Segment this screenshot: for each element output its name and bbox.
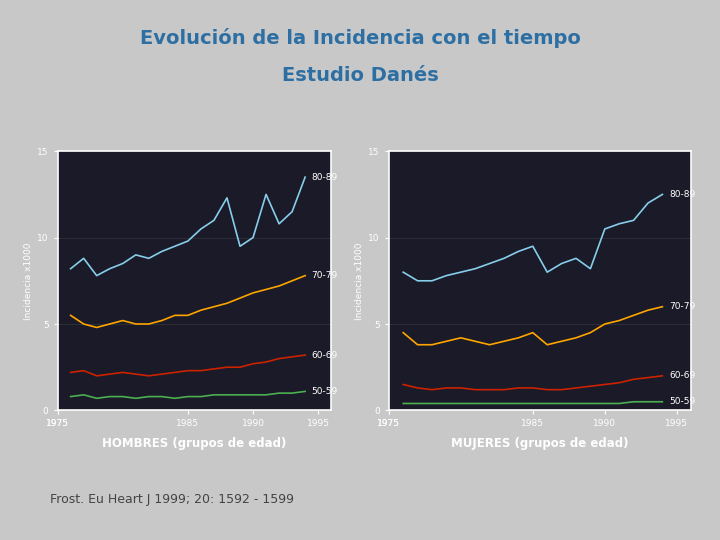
Text: 50-59: 50-59 (312, 387, 338, 396)
X-axis label: MUJERES (grupos de edad): MUJERES (grupos de edad) (451, 437, 629, 450)
Text: 70-79: 70-79 (670, 302, 696, 311)
Text: Estudio Danés: Estudio Danés (282, 66, 438, 85)
Text: 80-89: 80-89 (670, 190, 696, 199)
Text: 60-69: 60-69 (312, 350, 338, 360)
X-axis label: HOMBRES (grupos de edad): HOMBRES (grupos de edad) (102, 437, 287, 450)
Y-axis label: Incidencia x1000: Incidencia x1000 (355, 242, 364, 320)
Text: Frost. Eu Heart J 1999; 20: 1592 - 1599: Frost. Eu Heart J 1999; 20: 1592 - 1599 (50, 493, 294, 506)
Text: 50-59: 50-59 (670, 397, 696, 406)
Text: 60-69: 60-69 (670, 372, 696, 380)
Text: 80-89: 80-89 (312, 173, 338, 181)
Y-axis label: Incidencia x1000: Incidencia x1000 (24, 242, 33, 320)
Text: 70-79: 70-79 (312, 271, 338, 280)
Text: Evolución de la Incidencia con el tiempo: Evolución de la Incidencia con el tiempo (140, 28, 580, 48)
